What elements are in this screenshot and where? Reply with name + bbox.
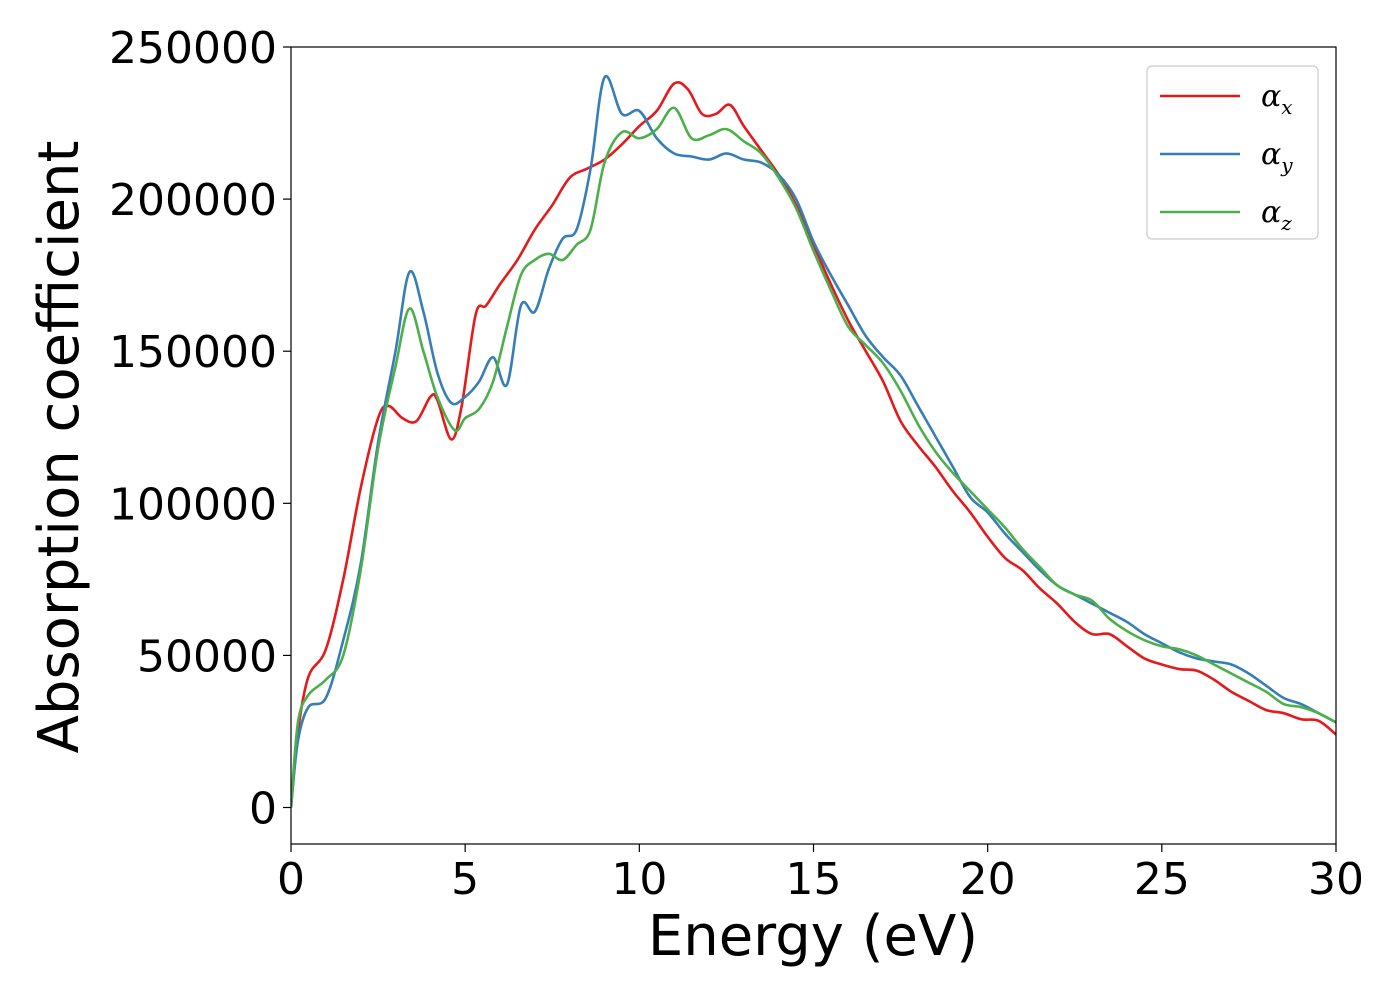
x-tick-label: 15 <box>786 854 842 905</box>
series-layer <box>291 74 1336 808</box>
y-axis: 0 50000 100000 150000 200000 250000 <box>109 23 291 834</box>
y-tick-label: 100000 <box>109 479 277 530</box>
x-axis-title: Energy (eV) <box>648 904 978 969</box>
series-line-x <box>291 80 1336 808</box>
x-tick-label: 5 <box>451 854 479 905</box>
legend-box <box>1146 65 1319 240</box>
legend: αx αy αz <box>1146 65 1319 240</box>
series-line-z <box>291 106 1336 808</box>
x-tick-label: 25 <box>1134 854 1190 905</box>
y-tick-label: 250000 <box>109 23 277 74</box>
y-axis-title: Absorption coefficient <box>27 141 92 754</box>
legend-label: αy <box>1261 137 1293 177</box>
y-tick-label: 200000 <box>109 175 277 226</box>
x-tick-label: 20 <box>960 854 1016 905</box>
x-tick-label: 30 <box>1308 854 1364 905</box>
y-tick-label: 150000 <box>109 327 277 378</box>
y-tick-label: 0 <box>249 783 277 834</box>
x-axis: 0 5 10 15 20 25 30 <box>277 844 1364 905</box>
legend-label: αx <box>1261 79 1293 119</box>
legend-label: αz <box>1261 195 1292 235</box>
series-line-y <box>291 74 1336 808</box>
y-tick-label: 50000 <box>137 631 277 682</box>
x-tick-label: 10 <box>611 854 667 905</box>
x-tick-label: 0 <box>277 854 305 905</box>
